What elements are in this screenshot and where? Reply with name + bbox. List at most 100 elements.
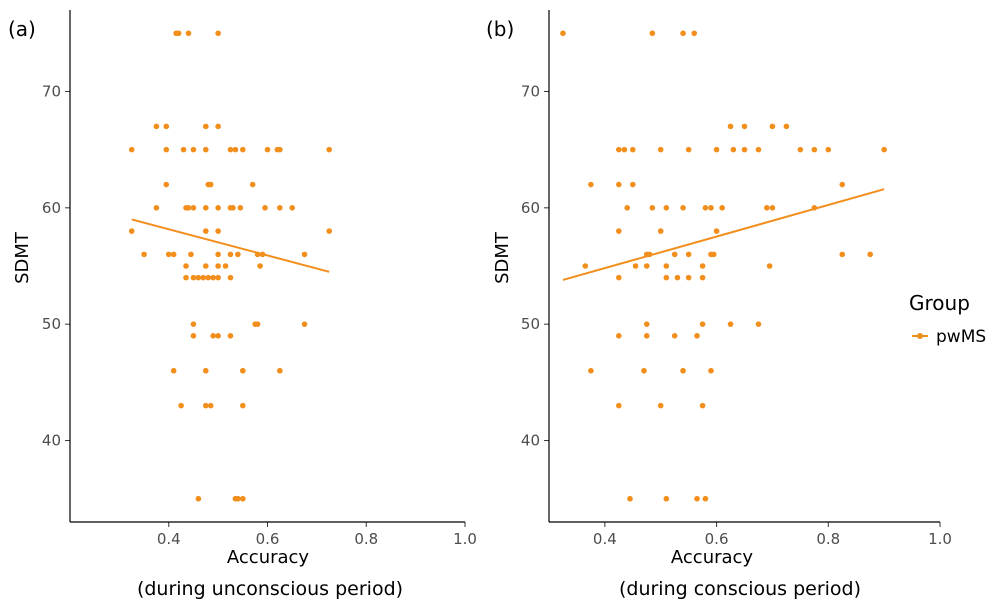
data-point xyxy=(165,251,172,258)
data-point xyxy=(240,146,246,153)
data-point xyxy=(624,205,630,211)
data-point xyxy=(240,367,246,374)
data-point xyxy=(215,205,221,211)
data-point xyxy=(769,123,776,130)
data-point xyxy=(741,123,748,130)
data-point xyxy=(811,146,818,153)
panel-a-subtitle: (during unconscious period) xyxy=(137,578,403,600)
data-point xyxy=(222,263,229,269)
data-point xyxy=(240,495,246,502)
panel-b-subtitle: (during conscious period) xyxy=(619,578,861,600)
data-point xyxy=(277,205,283,211)
x-tick-label: 0.6 xyxy=(256,530,280,548)
x-tick-label: 0.8 xyxy=(354,530,378,548)
data-point xyxy=(235,251,241,258)
data-point xyxy=(680,205,686,211)
y-tick-label: 70 xyxy=(521,82,540,100)
data-point xyxy=(240,402,246,409)
data-point xyxy=(730,146,737,153)
panel-b-marks xyxy=(560,30,887,502)
data-point xyxy=(719,205,725,211)
data-point xyxy=(190,146,197,153)
x-tick-label: 1.0 xyxy=(453,530,477,548)
data-point xyxy=(235,495,241,502)
data-point xyxy=(685,274,692,281)
data-point xyxy=(227,274,234,281)
data-point xyxy=(128,228,135,234)
data-point xyxy=(190,321,197,327)
panel-b: (b) 0.4 0.6 0.8 1.0 40 50 60 70 Accuracy (durin… xyxy=(486,10,952,600)
data-point xyxy=(210,274,216,281)
data-point xyxy=(183,274,189,281)
data-point xyxy=(230,205,236,211)
panel-b-y-title: SDMT xyxy=(492,231,513,284)
data-point xyxy=(708,205,714,211)
data-point xyxy=(232,146,239,153)
data-point xyxy=(170,367,177,374)
data-point xyxy=(867,251,873,258)
data-point xyxy=(128,146,135,153)
data-point xyxy=(301,251,308,258)
data-point xyxy=(839,251,846,258)
data-point xyxy=(188,251,194,258)
data-point xyxy=(141,251,147,258)
data-point xyxy=(713,146,720,153)
panel-a: (a) 0.4 0.6 0.8 1.0 40 50 60 70 Accuracy (durin… xyxy=(8,10,477,600)
y-tick-label: 50 xyxy=(521,315,540,333)
data-point xyxy=(616,228,622,234)
data-point xyxy=(616,274,622,281)
data-point xyxy=(190,274,197,281)
data-point xyxy=(202,367,209,374)
data-point xyxy=(185,30,192,37)
data-point xyxy=(195,274,202,281)
data-point xyxy=(663,263,670,269)
data-point xyxy=(205,274,212,281)
data-point xyxy=(215,30,221,37)
data-point xyxy=(839,181,846,188)
data-point xyxy=(180,146,187,153)
data-point xyxy=(175,30,182,37)
data-point xyxy=(710,251,717,258)
data-point xyxy=(691,30,698,37)
data-point xyxy=(657,402,664,409)
data-point xyxy=(702,205,709,211)
panel-b-tag: (b) xyxy=(486,17,514,41)
y-tick-label: 50 xyxy=(42,315,61,333)
data-point xyxy=(202,402,209,409)
data-point xyxy=(699,321,706,327)
data-point xyxy=(277,367,283,374)
legend-title: Group xyxy=(909,291,970,315)
data-point xyxy=(671,333,678,339)
y-tick-label: 60 xyxy=(42,199,61,217)
data-point xyxy=(713,228,720,234)
data-point xyxy=(632,263,639,269)
data-point xyxy=(643,321,650,327)
panel-b-ticks: 0.4 0.6 0.8 1.0 40 50 60 70 xyxy=(521,82,952,548)
data-point xyxy=(671,251,678,258)
data-point xyxy=(210,333,216,339)
data-point xyxy=(183,263,189,269)
data-point xyxy=(649,30,656,37)
data-point xyxy=(257,263,263,269)
data-point xyxy=(326,146,333,153)
data-point xyxy=(215,123,221,130)
data-point xyxy=(153,205,160,211)
y-tick-label: 40 xyxy=(521,432,540,450)
data-point xyxy=(616,402,622,409)
data-point xyxy=(560,30,566,37)
data-point xyxy=(588,181,594,188)
panel-b-x-title: Accuracy xyxy=(671,547,754,568)
data-point xyxy=(685,146,692,153)
data-point xyxy=(755,321,762,327)
data-point xyxy=(702,495,709,502)
data-point xyxy=(227,333,234,339)
data-point xyxy=(663,205,670,211)
data-point xyxy=(764,205,770,211)
x-tick-label: 0.4 xyxy=(157,530,181,548)
data-point xyxy=(202,205,209,211)
x-tick-label: 0.4 xyxy=(593,530,617,548)
data-point xyxy=(629,181,636,188)
data-point xyxy=(215,251,221,258)
data-point xyxy=(301,321,308,327)
data-point xyxy=(616,181,622,188)
